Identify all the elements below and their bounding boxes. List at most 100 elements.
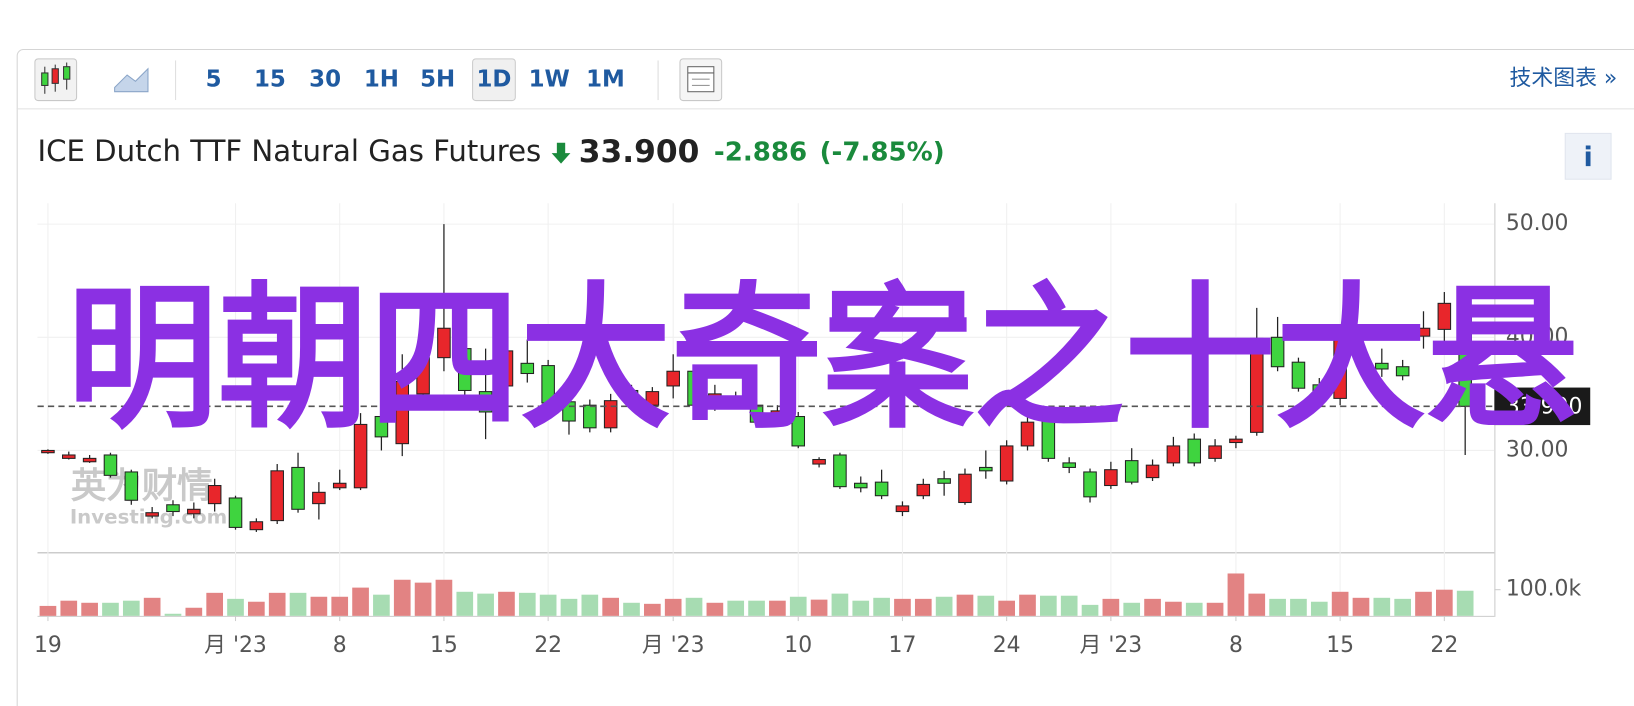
volume-bar xyxy=(393,579,411,616)
interval-button[interactable]: 5 xyxy=(206,67,222,93)
volume-bar xyxy=(894,598,911,616)
area-icon[interactable] xyxy=(114,67,149,93)
interval-button[interactable]: 15 xyxy=(254,67,286,93)
candle-body xyxy=(1437,302,1452,330)
volume-bar xyxy=(1102,598,1120,616)
candle-body xyxy=(291,466,305,510)
volume-bar xyxy=(1394,598,1411,616)
volume-bar xyxy=(1352,597,1370,616)
volume-bar xyxy=(102,602,119,616)
header: ICE Dutch TTF Natural Gas Futures 33.900-… xyxy=(38,134,945,170)
watermark-logo: 英为财情 xyxy=(71,466,213,507)
candle-body xyxy=(1083,471,1097,498)
volume-bar xyxy=(1248,593,1266,616)
volume-bar xyxy=(1269,598,1286,616)
volume-bar xyxy=(1123,602,1141,616)
x-tick-label: 月 '23 xyxy=(642,633,705,658)
price-change-pct: (-7.85%) xyxy=(820,138,945,168)
candle-body xyxy=(791,415,806,447)
volume-bar xyxy=(143,597,161,616)
candle-icon[interactable] xyxy=(34,58,78,102)
x-tick-label: 15 xyxy=(1326,633,1354,658)
candle-body xyxy=(645,391,660,406)
candle-body xyxy=(603,400,618,429)
volume-bar xyxy=(206,592,224,616)
volume-bar xyxy=(456,591,474,616)
volume-bar xyxy=(185,607,203,616)
candle-body xyxy=(1062,462,1076,468)
volume-bar xyxy=(998,600,1015,616)
volume-bar xyxy=(1456,590,1474,616)
volume-bar xyxy=(227,598,244,616)
interval-button[interactable]: 1H xyxy=(364,67,399,93)
volume-bar xyxy=(81,602,98,616)
volume-bar xyxy=(1040,595,1057,616)
volume-bar xyxy=(1373,597,1391,616)
candle-body xyxy=(812,458,826,465)
candle-body xyxy=(624,389,639,404)
volume-bar xyxy=(373,594,390,616)
volume-bar xyxy=(810,599,828,616)
candle-body xyxy=(1375,362,1389,370)
technical-chart-link[interactable]: 技术图表 » xyxy=(1509,66,1617,91)
watermark-site: Investing.com xyxy=(70,505,227,528)
candle-body xyxy=(520,362,535,375)
volume-bar xyxy=(706,602,724,616)
volume-bar xyxy=(268,592,286,616)
volume-bar xyxy=(1165,601,1182,616)
candle-body xyxy=(1104,469,1118,487)
active-interval-box[interactable] xyxy=(472,58,516,102)
candle-body xyxy=(1166,445,1181,464)
candle-body xyxy=(666,370,680,387)
overlay-text: 明朝四大奇案之十大悬 xyxy=(67,268,1578,450)
interval-button[interactable]: 1W xyxy=(529,67,570,93)
volume-bar xyxy=(935,596,953,616)
candle-body xyxy=(958,473,972,504)
volume-bar xyxy=(435,579,453,616)
interval-button[interactable]: 1D xyxy=(476,67,511,93)
y-tick-label: 30.00 xyxy=(1506,437,1569,462)
x-tick-label: 月 '23 xyxy=(204,633,267,658)
candle-body xyxy=(541,365,555,404)
x-tick-label: 8 xyxy=(1229,633,1243,658)
candle-body xyxy=(207,485,222,505)
volume-bar xyxy=(914,598,932,616)
interval-button[interactable]: 1M xyxy=(586,67,625,93)
candle-body xyxy=(457,348,472,392)
volume-bar xyxy=(560,598,578,616)
volume-bar xyxy=(1019,594,1036,616)
candle-body xyxy=(374,415,389,438)
x-tick-label: 15 xyxy=(430,633,458,658)
info-button[interactable]: i xyxy=(1564,132,1612,180)
interval-button[interactable]: 30 xyxy=(309,67,341,93)
candle-body xyxy=(1124,460,1139,483)
candle-body xyxy=(1020,421,1035,447)
volume-bar xyxy=(623,602,640,616)
candle-body xyxy=(1416,327,1431,337)
interval-button[interactable]: 5H xyxy=(420,67,455,93)
volume-bar xyxy=(581,594,599,616)
candle-body xyxy=(916,483,931,497)
volume-bar xyxy=(477,593,494,616)
volume-bar xyxy=(1227,573,1245,616)
x-tick-label: 17 xyxy=(889,633,917,658)
candle-body xyxy=(583,404,597,429)
info-icon[interactable]: i xyxy=(1583,142,1592,173)
candle-body xyxy=(416,357,430,395)
layout-icon[interactable] xyxy=(679,58,723,102)
candle-body xyxy=(1270,336,1285,368)
price-change: -2.886 xyxy=(714,138,807,168)
candle-body xyxy=(82,457,97,463)
volume-bar xyxy=(602,597,620,616)
volume-bar xyxy=(685,597,703,616)
volume-bar xyxy=(498,591,515,616)
candle-body xyxy=(437,327,451,359)
volume-tick-label: 100.0k xyxy=(1506,577,1582,602)
volume-bar xyxy=(727,600,745,616)
candle-body xyxy=(1291,361,1306,389)
volume-bar xyxy=(1331,591,1349,616)
volume-bar xyxy=(1436,589,1453,616)
volume-bar xyxy=(289,592,307,616)
